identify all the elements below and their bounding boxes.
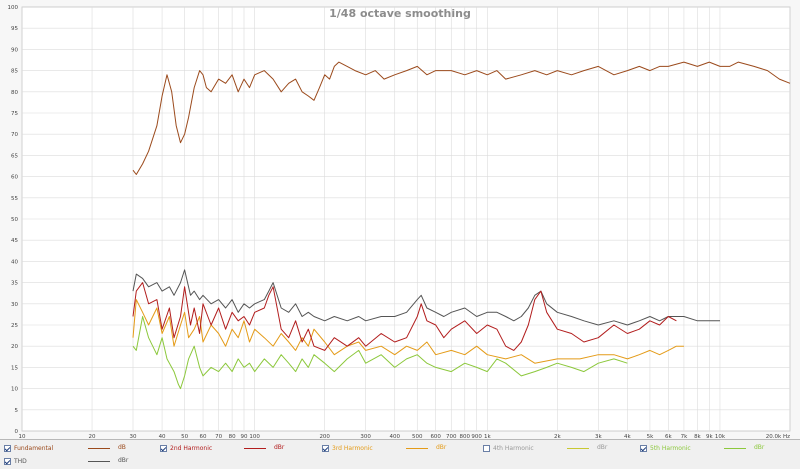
x-tick-label: 80 bbox=[229, 434, 236, 440]
y-tick-label: 40 bbox=[11, 259, 18, 265]
x-tick-label: 8k bbox=[694, 434, 701, 440]
legend-item-4th-harmonic[interactable]: 4th Harmonic bbox=[483, 442, 534, 454]
series-line-5th-harmonic bbox=[132, 316, 628, 390]
x-tick-label: 40 bbox=[159, 434, 166, 440]
y-tick-label: 55 bbox=[11, 196, 18, 202]
series-layer bbox=[132, 61, 791, 390]
legend-checkbox-3rd-harmonic[interactable] bbox=[322, 444, 329, 452]
legend-checkbox-thd[interactable] bbox=[4, 457, 11, 465]
x-tick-label: 2k bbox=[554, 434, 561, 440]
x-tick-label: 10k bbox=[715, 434, 726, 440]
x-tick-label: 800 bbox=[460, 434, 471, 440]
x-tick-label: 700 bbox=[446, 434, 457, 440]
legend-item-2nd-harmonic[interactable]: 2nd Harmonic bbox=[160, 442, 212, 454]
x-tick-label: 200 bbox=[319, 434, 330, 440]
y-tick-label: 20 bbox=[11, 344, 18, 350]
legend-item-5th-harmonic[interactable]: 5th Harmonic bbox=[640, 442, 691, 454]
legend-unit: dBr bbox=[436, 444, 447, 451]
y-tick-label: 60 bbox=[11, 175, 18, 181]
legend-checkbox-4th-harmonic[interactable] bbox=[483, 444, 490, 452]
legend-swatch-thd bbox=[88, 461, 110, 462]
legend-panel: Fundamental dB 2nd Harmonic dBr 3rd Harmonic… bbox=[0, 439, 800, 469]
x-tick-label: 7k bbox=[681, 434, 688, 440]
legend-unit: dBr bbox=[754, 444, 765, 451]
y-tick-label: 90 bbox=[11, 47, 18, 53]
y-tick-label: 30 bbox=[11, 302, 18, 308]
y-tick-label: 50 bbox=[11, 217, 18, 223]
legend-item-thd[interactable]: THD bbox=[4, 455, 27, 467]
legend-swatch-2nd-harmonic bbox=[244, 448, 266, 449]
y-tick-label: 75 bbox=[11, 111, 18, 117]
legend-swatch-5th-harmonic bbox=[724, 448, 746, 449]
y-axis-ticks: 0 5 10 15 20 25 30 35 40 45 50 55 60 65 70 75 80 85 90 95 10… bbox=[8, 5, 19, 435]
series-line-thd bbox=[132, 269, 720, 326]
x-tick-label: 6k bbox=[665, 434, 672, 440]
y-tick-label: 15 bbox=[11, 365, 18, 371]
x-tick-label: 600 bbox=[430, 434, 441, 440]
y-tick-label: 95 bbox=[11, 26, 18, 32]
series-line-3rd-harmonic bbox=[132, 299, 684, 364]
legend-swatch-3rd-harmonic bbox=[406, 448, 428, 449]
x-tick-label: 900 bbox=[471, 434, 482, 440]
legend-label: THD bbox=[14, 457, 27, 465]
x-tick-label: 100 bbox=[249, 434, 260, 440]
spl-distortion-graph: 0 5 10 15 20 25 30 35 40 45 50 55 60 65 70 75 80 85 90 95 10… bbox=[7, 5, 791, 440]
legend-swatch-4th-harmonic bbox=[567, 448, 589, 449]
x-tick-label: 50 bbox=[181, 434, 188, 440]
legend-label: 2nd Harmonic bbox=[170, 444, 213, 452]
legend-checkbox-5th-harmonic[interactable] bbox=[640, 444, 647, 452]
x-tick-label: 1k bbox=[484, 434, 491, 440]
legend-unit: dBr bbox=[597, 444, 608, 451]
x-tick-label: 20.0k Hz bbox=[766, 434, 790, 440]
y-tick-label: 100 bbox=[8, 5, 19, 11]
y-tick-label: 0 bbox=[15, 429, 19, 435]
legend-unit: dBr bbox=[118, 457, 129, 464]
x-tick-label: 500 bbox=[412, 434, 423, 440]
legend-unit: dB bbox=[118, 444, 126, 451]
y-tick-label: 70 bbox=[11, 132, 18, 138]
x-tick-label: 5k bbox=[647, 434, 654, 440]
series-line-fundamental bbox=[132, 61, 791, 175]
x-tick-label: 60 bbox=[200, 434, 207, 440]
legend-checkbox-2nd-harmonic[interactable] bbox=[160, 444, 167, 452]
y-tick-label: 10 bbox=[11, 387, 18, 393]
legend-label: 4th Harmonic bbox=[493, 444, 534, 452]
x-tick-label: 10 bbox=[19, 434, 26, 440]
x-tick-label: 30 bbox=[130, 434, 137, 440]
y-tick-label: 35 bbox=[11, 281, 18, 287]
chart-title: 1/48 octave smoothing bbox=[329, 7, 471, 20]
legend-item-fundamental[interactable]: Fundamental bbox=[4, 442, 53, 454]
x-tick-label: 300 bbox=[360, 434, 371, 440]
legend-swatch-fundamental bbox=[88, 448, 110, 449]
legend-checkbox-fundamental[interactable] bbox=[4, 444, 11, 452]
grid-lines bbox=[21, 6, 791, 432]
x-tick-label: 400 bbox=[389, 434, 400, 440]
x-tick-label: 9k bbox=[706, 434, 713, 440]
series-line-2nd-harmonic bbox=[132, 282, 677, 351]
x-axis-ticks: 10 20 30 40 50 60 70 80 90 100 200 300 400 500 600 700 8… bbox=[19, 434, 791, 440]
y-tick-label: 65 bbox=[11, 153, 18, 159]
legend-label: Fundamental bbox=[14, 444, 54, 452]
legend-unit: dBr bbox=[274, 444, 285, 451]
y-tick-label: 45 bbox=[11, 238, 18, 244]
legend-item-3rd-harmonic[interactable]: 3rd Harmonic bbox=[322, 442, 373, 454]
y-tick-label: 80 bbox=[11, 90, 18, 96]
legend-label: 5th Harmonic bbox=[650, 444, 691, 452]
x-tick-label: 90 bbox=[241, 434, 248, 440]
x-tick-label: 4k bbox=[624, 434, 631, 440]
y-tick-label: 85 bbox=[11, 69, 18, 75]
y-tick-label: 5 bbox=[15, 408, 19, 414]
y-tick-label: 25 bbox=[11, 323, 18, 329]
x-tick-label: 70 bbox=[215, 434, 222, 440]
x-tick-label: 20 bbox=[89, 434, 96, 440]
x-tick-label: 3k bbox=[595, 434, 602, 440]
legend-label: 3rd Harmonic bbox=[332, 444, 373, 452]
